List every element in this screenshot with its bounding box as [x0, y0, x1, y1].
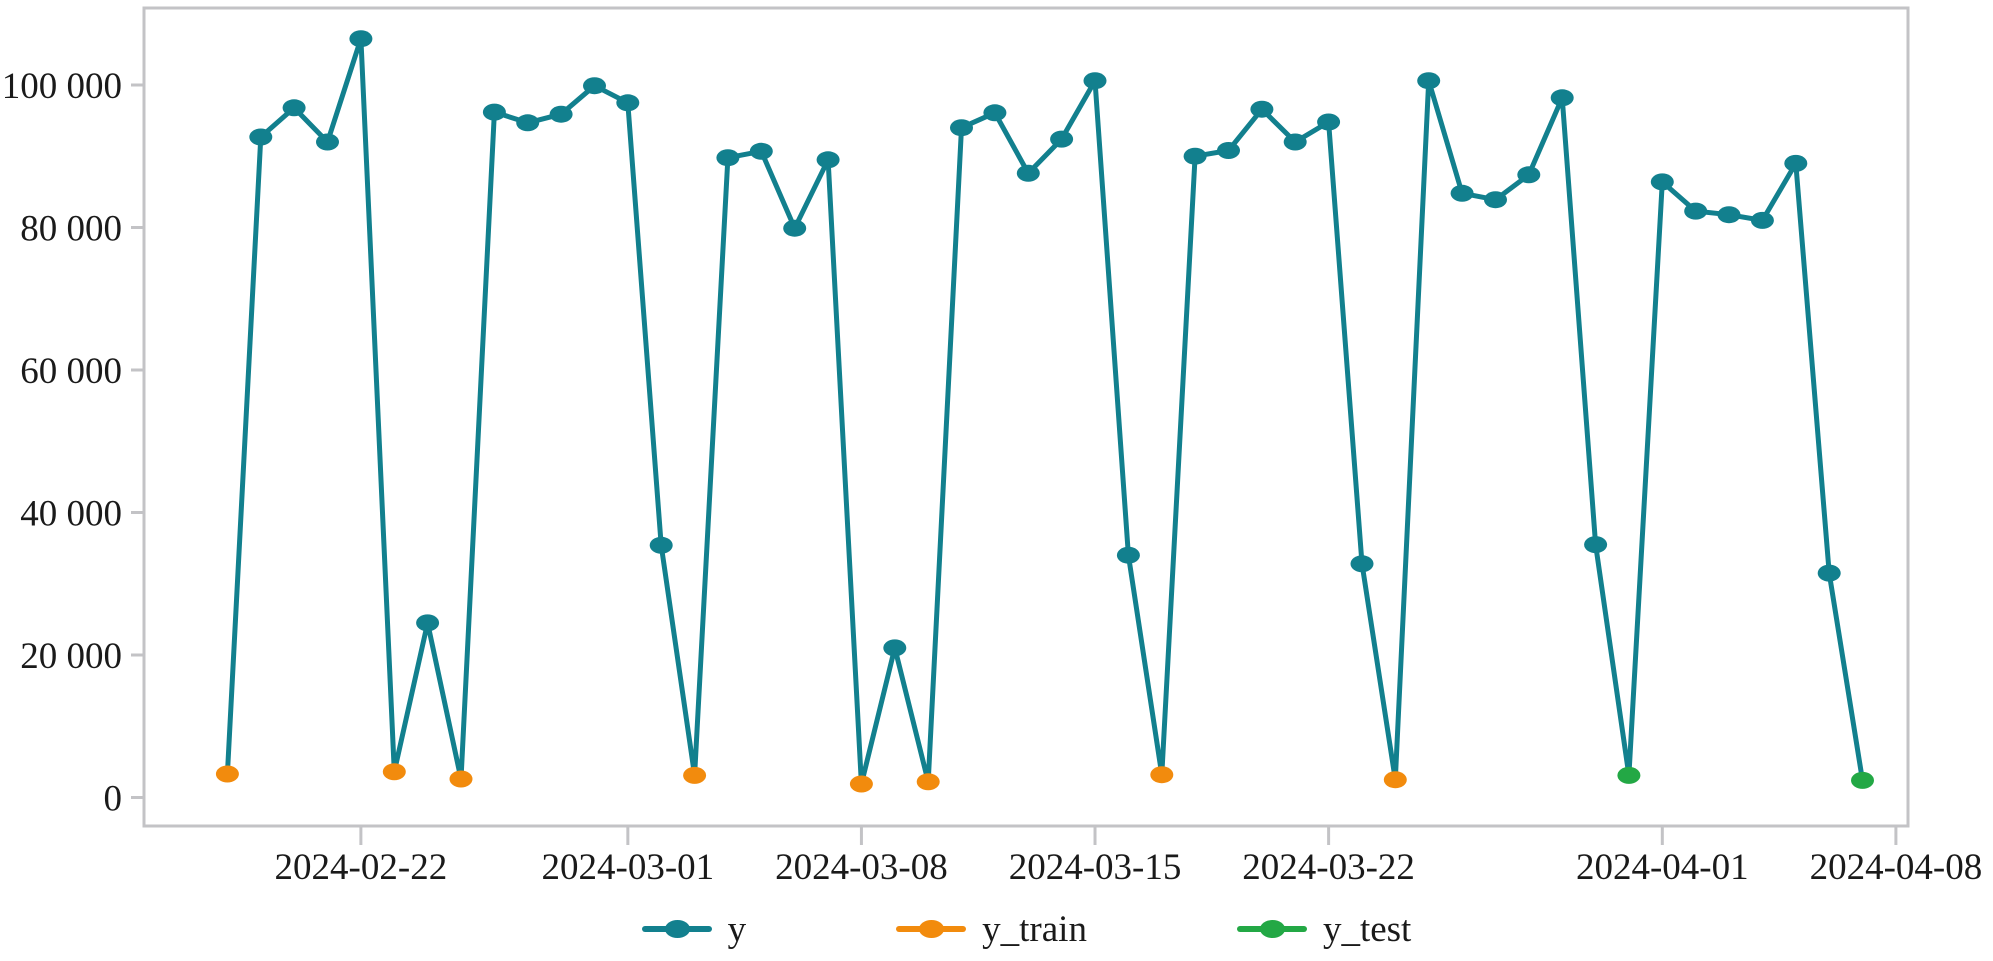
- data-point-y: [883, 639, 907, 657]
- legend-swatch-y-train-icon: [896, 919, 967, 939]
- data-point-y_train: [1150, 766, 1174, 784]
- data-point-y: [749, 142, 773, 160]
- y-tick-label: 100 000: [2, 66, 122, 107]
- data-point-y: [1283, 133, 1307, 151]
- data-point-y: [1116, 546, 1140, 564]
- x-tick-label: 2024-02-22: [275, 847, 448, 888]
- data-point-y: [1417, 72, 1441, 90]
- data-point-y: [516, 114, 540, 132]
- legend-item-y: y: [641, 908, 747, 950]
- y-tick-label: 60 000: [20, 351, 122, 392]
- data-point-y_train: [215, 765, 239, 783]
- data-points: [215, 30, 1874, 793]
- data-point-y: [783, 219, 807, 237]
- data-point-y: [950, 119, 973, 137]
- series-line-y: [224, 36, 1865, 787]
- data-point-y: [716, 149, 740, 167]
- data-point-y: [1684, 202, 1708, 220]
- data-point-y: [1584, 536, 1608, 554]
- x-tick-label: 2024-04-08: [1810, 847, 1983, 888]
- data-point-y: [616, 94, 640, 112]
- data-point-y: [482, 103, 506, 121]
- legend-label-y-train: y_train: [982, 908, 1087, 950]
- legend: y y_train y_test: [0, 900, 1993, 958]
- data-point-y: [1083, 72, 1107, 90]
- data-point-y_test: [1851, 771, 1874, 789]
- data-point-y: [1217, 142, 1240, 159]
- y-tick-label: 20 000: [20, 636, 122, 677]
- data-point-y: [1450, 184, 1474, 202]
- plot-frame: [142, 6, 1910, 828]
- data-point-y_train: [1383, 771, 1407, 789]
- data-point-y: [1717, 206, 1741, 224]
- data-point-y: [983, 104, 1007, 122]
- y-axis: 0 20 000 40 000 60 000 80 000 100 000: [2, 66, 144, 820]
- legend-swatch-y-test-icon: [1236, 919, 1307, 939]
- data-point-y: [1550, 89, 1574, 107]
- data-point-y_train: [382, 763, 406, 781]
- data-point-y: [1016, 164, 1040, 182]
- y-tick-label: 40 000: [20, 493, 122, 534]
- data-point-y_train: [916, 773, 940, 791]
- data-point-y_train: [449, 770, 473, 788]
- data-point-y_train: [849, 775, 873, 793]
- data-point-y_test: [1617, 766, 1641, 784]
- data-point-y: [1250, 100, 1274, 118]
- x-axis: 2024-02-22 2024-03-01 2024-03-08 2024-03-15…: [275, 826, 1983, 888]
- legend-label-y-test: y_test: [1322, 908, 1412, 950]
- data-point-y: [416, 614, 440, 632]
- data-point-y: [1650, 173, 1674, 191]
- data-point-y: [1817, 564, 1841, 582]
- legend-label-y: y: [727, 908, 747, 950]
- legend-item-y-train: y_train: [896, 911, 1087, 948]
- x-tick-label: 2024-03-22: [1242, 847, 1415, 888]
- data-point-y: [282, 99, 306, 117]
- x-tick-label: 2024-03-15: [1009, 847, 1182, 888]
- data-point-y: [349, 30, 373, 48]
- data-point-y: [649, 536, 673, 554]
- data-point-y: [249, 128, 273, 146]
- legend-item-y-test: y_test: [1236, 908, 1412, 950]
- y-tick-label: 80 000: [20, 208, 122, 249]
- data-point-y: [316, 133, 339, 151]
- x-tick-label: 2024-03-01: [542, 847, 715, 888]
- legend-swatch-y-icon: [641, 919, 712, 939]
- data-point-y: [816, 151, 840, 169]
- y-tick-label: 0: [104, 779, 123, 820]
- data-point-y: [1350, 555, 1374, 573]
- data-point-y_train: [683, 766, 707, 784]
- data-point-y: [1050, 130, 1074, 148]
- data-point-y: [1784, 154, 1808, 172]
- data-point-y: [1484, 191, 1507, 209]
- data-point-y: [583, 77, 606, 95]
- time-series-chart: 0 20 000 40 000 60 000 80 000 100 000 2024-02-…: [2, 6, 1983, 888]
- data-point-y: [1183, 147, 1207, 165]
- data-point-y: [1750, 211, 1774, 229]
- data-point-y: [1517, 166, 1541, 184]
- x-tick-label: 2024-04-01: [1576, 847, 1749, 888]
- data-point-y: [549, 105, 573, 123]
- data-point-y: [1317, 113, 1341, 131]
- x-tick-label: 2024-03-08: [775, 847, 948, 888]
